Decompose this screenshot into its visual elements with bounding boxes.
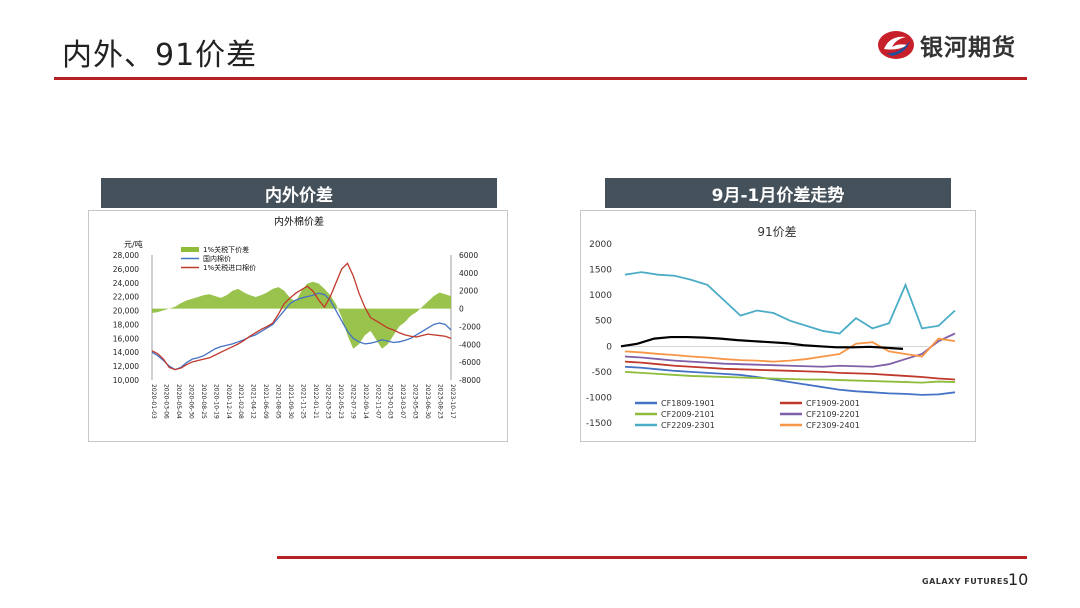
series-line-1 <box>624 360 956 381</box>
x-tick-label: 2020-03-06 <box>162 384 169 419</box>
legend-label: 1%关税下价差 <box>203 245 249 254</box>
chart-title: 91价差 <box>757 225 796 239</box>
y2-tick-label: 2000 <box>459 287 478 296</box>
x-tick-label: 2021-04-12 <box>250 384 257 419</box>
y2-tick-label: 0 <box>459 305 464 314</box>
x-tick-label: 2020-05-04 <box>175 384 182 419</box>
x-tick-label: 2020-08-25 <box>200 384 207 419</box>
y-tick-label: 16,000 <box>113 334 139 343</box>
x-tick-label: 2022-01-21 <box>312 384 319 419</box>
legend-label: 1%关税进口棉价 <box>203 263 256 272</box>
x-tick-label: 2022-07-19 <box>349 384 356 419</box>
legend-label: CF1909-2001 <box>806 399 860 408</box>
galaxy-logo-icon <box>878 31 914 59</box>
series-line-6 <box>620 335 904 350</box>
series-spread-area <box>152 281 451 349</box>
x-tick-label: 2021-02-08 <box>237 384 244 419</box>
x-tick-label: 2020-06-30 <box>187 384 194 419</box>
chart-title: 内外棉价差 <box>274 215 324 228</box>
series-line-1 <box>151 292 452 371</box>
y-tick-label: 500 <box>595 317 612 327</box>
x-tick-label: 2021-06-09 <box>262 384 269 419</box>
y2-tick-label: -8000 <box>459 376 481 385</box>
x-tick-label: 2021-11-25 <box>300 384 307 419</box>
legend-label: 国内棉价 <box>203 254 231 263</box>
x-tick-label: 2023-06-30 <box>424 384 431 419</box>
legend-label: CF2309-2401 <box>806 421 860 430</box>
series-line-5 <box>624 337 956 363</box>
x-tick-label: 2023-03-07 <box>399 384 406 419</box>
series-line-2 <box>151 262 452 371</box>
series-line-3 <box>624 332 956 368</box>
y-tick-label: 26,000 <box>113 265 139 274</box>
y-tick-label: -1500 <box>586 419 612 429</box>
legend-label: CF2109-2201 <box>806 410 860 419</box>
x-tick-label: 2020-10-19 <box>212 384 219 419</box>
series-line-2 <box>624 370 956 384</box>
x-tick-label: 2021-09-30 <box>287 384 294 419</box>
company-logo: 银河期货 <box>876 28 1016 62</box>
y-axis-unit: 元/吨 <box>124 239 143 249</box>
x-tick-label: 2022-11-07 <box>374 384 381 419</box>
x-tick-label: 2023-08-23 <box>437 384 444 419</box>
y2-tick-label: -2000 <box>459 322 481 331</box>
y2-tick-label: -4000 <box>459 340 481 349</box>
legend-label: CF1809-1901 <box>661 399 715 408</box>
y-tick-label: -1000 <box>586 393 612 403</box>
legend-swatch <box>181 247 199 252</box>
page-title: 内外、91价差 <box>62 38 258 73</box>
y-tick-label: 14,000 <box>113 348 139 357</box>
logo-text: 银河期货 <box>920 35 1016 61</box>
series-line-4 <box>624 271 956 335</box>
page-number: 10 <box>1008 570 1029 589</box>
left-panel-header: 内外价差 <box>101 178 497 208</box>
y-tick-label: 1000 <box>589 291 612 301</box>
y-tick-label: 22,000 <box>113 293 139 302</box>
header-divider <box>54 77 1027 80</box>
x-tick-label: 2022-09-14 <box>362 384 369 419</box>
series-line-0 <box>624 365 956 396</box>
y-tick-label: 12,000 <box>113 362 139 371</box>
y2-tick-label: 4000 <box>459 269 478 278</box>
y2-tick-label: -6000 <box>459 358 481 367</box>
x-tick-label: 2023-10-17 <box>449 384 456 419</box>
y-tick-label: 24,000 <box>113 279 139 288</box>
x-tick-label: 2020-12-14 <box>225 384 232 419</box>
y-tick-label: 2000 <box>589 240 612 250</box>
footer-brand: GALAXY FUTURES <box>922 577 1010 586</box>
sep-jan-spread-chart: 91价差 2000 1500 1000 500 0 -500 -1000 -1500 CF1809… <box>586 225 956 430</box>
right-panel-header: 9月-1月价差走势 <box>605 178 951 208</box>
y2-tick-label: 6000 <box>459 251 478 260</box>
x-tick-label: 2022-03-23 <box>324 384 331 419</box>
y-tick-label: 1500 <box>589 266 612 276</box>
footer-divider <box>277 556 1027 559</box>
y-tick-label: 20,000 <box>113 307 139 316</box>
y-tick-label: 18,000 <box>113 320 139 329</box>
x-tick-label: 2022-05-23 <box>337 384 344 419</box>
y-tick-label: -500 <box>592 368 613 378</box>
y-tick-label: 0 <box>606 342 612 352</box>
legend-label: CF2209-2301 <box>661 421 715 430</box>
y-tick-label: 28,000 <box>113 251 139 260</box>
x-tick-label: 2023-01-03 <box>387 384 394 419</box>
x-tick-label: 2021-08-05 <box>275 384 282 419</box>
x-tick-label: 2023-05-03 <box>412 384 419 419</box>
y-tick-label: 10,000 <box>113 376 139 385</box>
x-tick-label: 2020-01-03 <box>150 384 157 419</box>
left-chart-frame: 内外棉价差元/吨 28,000 26,000 24,000 22,000 20,000 18… <box>88 210 508 442</box>
legend-label: CF2009-2101 <box>661 410 715 419</box>
right-chart-frame: 91价差 2000 1500 1000 500 0 -500 -1000 -1500 CF1809… <box>580 210 976 442</box>
